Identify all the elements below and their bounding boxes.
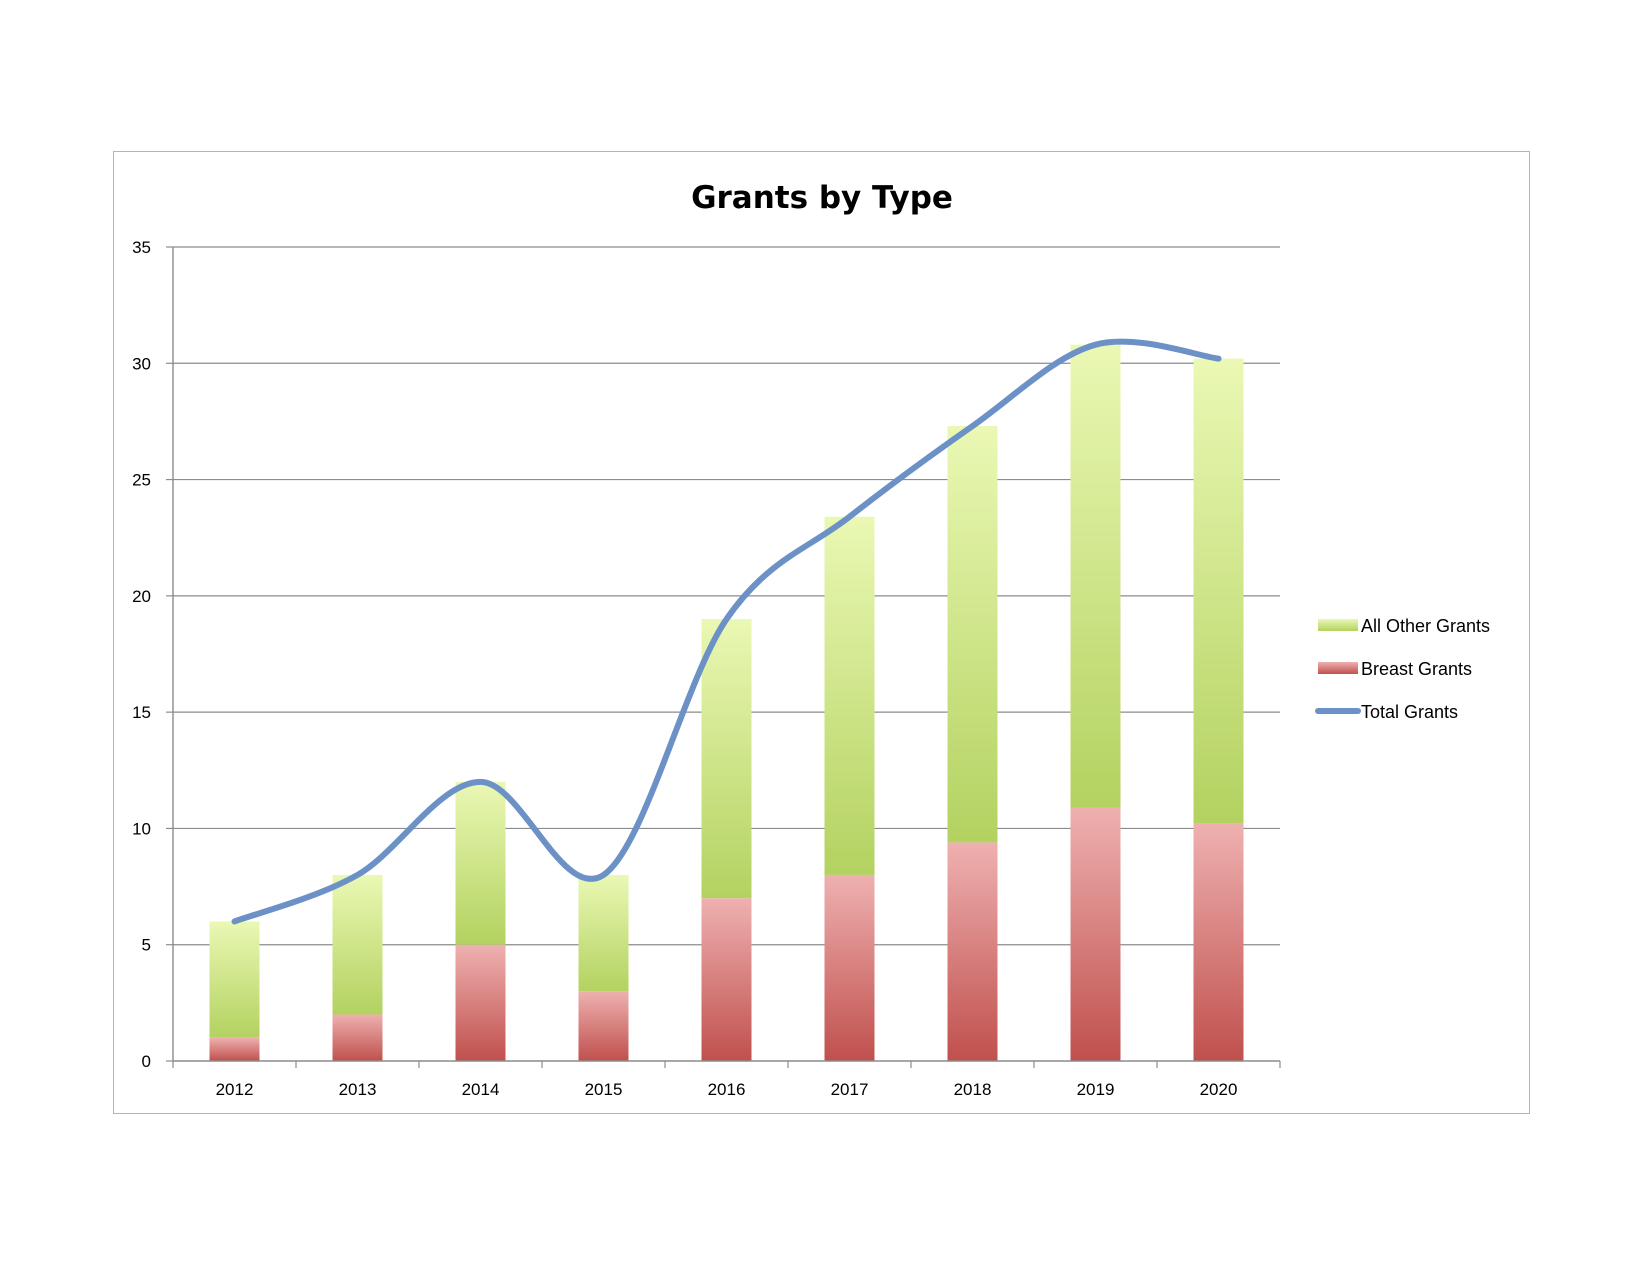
total-grants-line	[231, 338, 1222, 925]
bar-all-other-grants	[455, 781, 506, 945]
bar-breast-grants	[824, 874, 875, 1061]
y-tick-label: 15	[132, 703, 151, 722]
legend-swatch-breast-grants	[1318, 662, 1358, 674]
bar-breast-grants	[1070, 807, 1121, 1061]
x-tick-label: 2015	[585, 1080, 623, 1099]
y-tick-label: 5	[142, 936, 151, 955]
legend-label: Breast Grants	[1361, 659, 1472, 679]
bar-all-other-grants	[578, 874, 629, 992]
total-line	[231, 338, 1222, 925]
x-tick-label: 2013	[339, 1080, 377, 1099]
bar-all-other-grants	[1193, 358, 1244, 824]
bar-all-other-grants	[209, 921, 260, 1038]
x-tick-label: 2016	[708, 1080, 746, 1099]
axes: 0 5 10 15 20 25 30 35 2012 2013 2014 2015 2016 2017 20…	[132, 238, 1281, 1099]
chart-title: Grants by Type	[691, 180, 953, 216]
legend-label: Total Grants	[1361, 702, 1458, 722]
bar-breast-grants	[455, 944, 506, 1061]
bar-breast-grants	[209, 1037, 260, 1061]
legend-swatch-all-other-grants	[1318, 619, 1358, 631]
x-tick-label: 2018	[954, 1080, 992, 1099]
bar-all-other-grants	[1070, 344, 1121, 808]
x-tick-label: 2017	[831, 1080, 869, 1099]
legend: All Other Grants Breast Grants Total Grant…	[1315, 616, 1490, 722]
bar-breast-grants	[1193, 823, 1244, 1061]
bar-breast-grants	[947, 842, 998, 1061]
y-tick-label: 35	[132, 238, 151, 257]
bar-breast-grants	[578, 991, 629, 1061]
y-tick-label: 0	[142, 1052, 151, 1071]
bar-all-other-grants	[701, 619, 752, 899]
y-tick-label: 10	[132, 819, 151, 838]
y-tick-label: 30	[132, 354, 151, 373]
bars	[209, 344, 1244, 1061]
bar-all-other-grants	[947, 426, 998, 843]
legend-label: All Other Grants	[1361, 616, 1490, 636]
x-tick-label: 2019	[1077, 1080, 1115, 1099]
bar-all-other-grants	[824, 516, 875, 875]
y-tick-label: 20	[132, 587, 151, 606]
bar-breast-grants	[701, 898, 752, 1061]
bar-breast-grants	[332, 1014, 383, 1061]
bar-all-other-grants	[332, 874, 383, 1015]
x-tick-label: 2012	[216, 1080, 254, 1099]
x-tick-label: 2020	[1200, 1080, 1238, 1099]
y-tick-label: 25	[132, 471, 151, 490]
x-tick-label: 2014	[462, 1080, 500, 1099]
